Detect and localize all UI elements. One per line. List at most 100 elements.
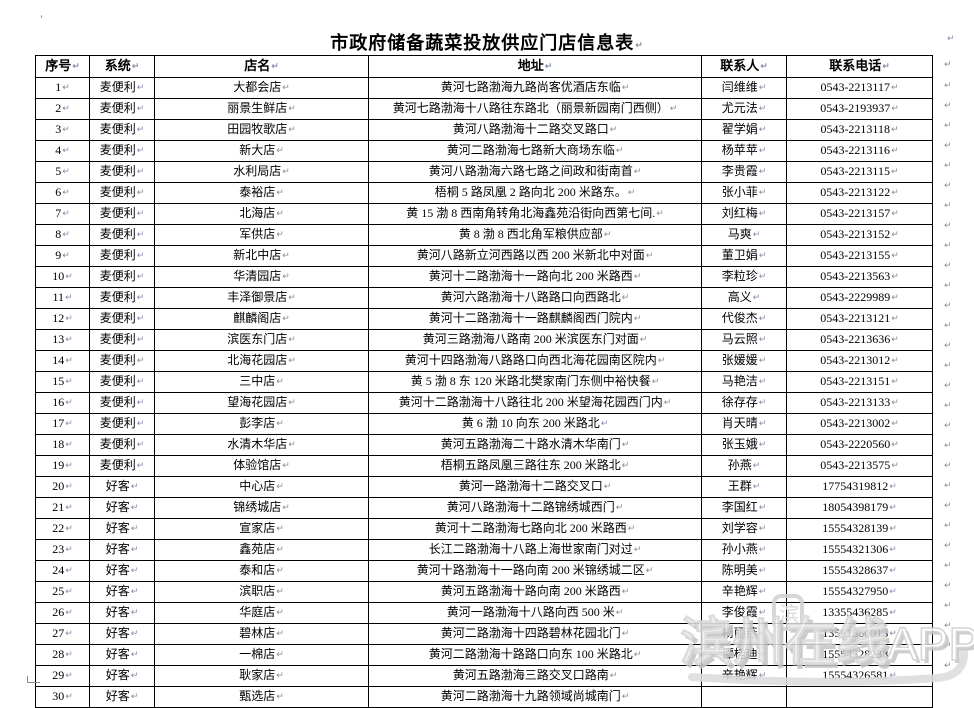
pilcrow-icon: ↵ xyxy=(615,146,624,156)
cell-text: 麦便利 xyxy=(99,374,136,388)
cell-name: 中心店↵ xyxy=(154,476,369,498)
cell-name: 北海花园店↵ xyxy=(154,350,369,372)
cell-no: 20↵ xyxy=(35,476,90,498)
table-row: 11↵ 麦便利↵ 丰泽御景店↵ 黄河六路渤海十八路路口向西路北↵ 高义↵ 0543-222… xyxy=(35,287,933,309)
pilcrow-icon: ↵ xyxy=(276,188,284,198)
cell-address: 黄 6 渤 10 向东 200 米路北↵ xyxy=(368,413,702,435)
cell-text: 0543-2213117 xyxy=(820,80,890,94)
pilcrow-icon: ↵ xyxy=(621,440,630,450)
cell-text: 黄河八路渤海十二路交叉路口 xyxy=(452,122,609,136)
pilcrow-icon: ↵ xyxy=(889,587,897,597)
pilcrow-icon: ↵ xyxy=(944,361,952,371)
cell-contact: 李国红↵ xyxy=(701,497,787,519)
cell-no: 11↵ xyxy=(35,287,90,309)
cell-text: 好客 xyxy=(105,626,130,640)
cell-phone: 0543-2220560↵ xyxy=(786,434,933,456)
cell-contact: 陈明美↵ xyxy=(701,560,787,582)
cell-no: 16↵ xyxy=(35,392,90,414)
pilcrow-icon: ↵ xyxy=(633,314,642,324)
pilcrow-icon: ↵ xyxy=(600,419,609,429)
pilcrow-icon: ↵ xyxy=(130,587,139,597)
cell-text: 4 xyxy=(55,143,62,157)
cell-address: 黄河七路渤海九路尚客优酒店东临↵ xyxy=(368,77,702,99)
cell-text: 黄 8 渤 8 西北角军粮供应部 xyxy=(458,227,603,241)
cell-text: 北海花园店 xyxy=(227,353,288,367)
pilcrow-icon: ↵ xyxy=(758,272,767,282)
cell-name: 一棉店↵ xyxy=(154,644,369,666)
pilcrow-icon: ↵ xyxy=(65,692,73,702)
column-header: 店名↵ xyxy=(154,55,369,78)
pilcrow-icon: ↵ xyxy=(130,692,139,702)
cell-contact: 张媛媛↵ xyxy=(701,350,787,372)
pilcrow-icon: ↵ xyxy=(944,601,952,611)
pilcrow-icon: ↵ xyxy=(889,608,897,618)
cell-text: 孙燕 xyxy=(727,458,752,472)
cell-text: 0543-2220560 xyxy=(820,437,891,451)
cell-text: 麦便利 xyxy=(99,227,136,241)
pilcrow-icon: ↵ xyxy=(651,377,660,387)
pilcrow-icon: ↵ xyxy=(276,146,284,156)
cell-text: 17 xyxy=(52,416,65,430)
pilcrow-icon: ↵ xyxy=(889,566,897,576)
cell-text: 0543-2213636 xyxy=(820,332,891,346)
pilcrow-icon: ↵ xyxy=(62,188,70,198)
cell-text: 麦便利 xyxy=(99,395,136,409)
pilcrow-icon: ↵ xyxy=(609,125,618,135)
pilcrow-icon: ↵ xyxy=(758,167,767,177)
table-row: 26↵ 好客↵ 华庭店↵ 黄河一路渤海十八路向西 500 米↵ 李俊霞↵ 13355436… xyxy=(35,602,933,624)
cell-address: 黄河八路渤海十二路锦绣城西门↵ xyxy=(368,497,702,519)
cell-no: 1↵ xyxy=(35,77,90,99)
cell-system: 麦便利↵ xyxy=(89,182,155,204)
pilcrow-icon: ↵ xyxy=(276,545,284,555)
cell-system: 麦便利↵ xyxy=(89,455,155,477)
pilcrow-icon: ↵ xyxy=(627,524,636,534)
cell-no: 8↵ xyxy=(35,224,90,246)
pilcrow-icon: ↵ xyxy=(882,62,890,72)
pilcrow-icon: ↵ xyxy=(889,482,897,492)
cell-text: 0543-2213122 xyxy=(820,185,891,199)
cell-text: 滨医东门店 xyxy=(227,332,288,346)
pilcrow-icon: ↵ xyxy=(891,251,899,261)
cell-name: 华庭店↵ xyxy=(154,602,369,624)
cell-text: 尤元法 xyxy=(721,101,758,115)
cell-address: 黄河十二路渤海七路向北 200 米路西↵ xyxy=(368,518,702,540)
header-row: 序号↵ 系统↵ 店名↵ 地址↵ 联系人↵ 联系电话↵ xyxy=(35,55,933,78)
cell-contact: 王群↵ xyxy=(701,476,787,498)
cell-no: 12↵ xyxy=(35,308,90,330)
cell-text: 麦便利 xyxy=(99,290,136,304)
pilcrow-icon: ↵ xyxy=(752,482,761,492)
cell-text: 鑫苑店 xyxy=(239,542,276,556)
cell-system: 好客↵ xyxy=(89,476,155,498)
cell-phone: 15554328139↵ xyxy=(786,518,933,540)
cell-address: 黄河二路渤海十九路领域尚城南门↵ xyxy=(368,686,702,708)
pilcrow-icon: ↵ xyxy=(758,146,767,156)
pilcrow-icon: ↵ xyxy=(288,125,296,135)
cell-contact: 谭桂迪↵ xyxy=(701,644,787,666)
pilcrow-icon: ↵ xyxy=(615,503,624,513)
cell-name: 体验馆店↵ xyxy=(154,455,369,477)
cell-text: 15554328238 xyxy=(822,647,889,661)
pilcrow-icon: ↵ xyxy=(944,321,952,331)
cell-contact: 李贵霞↵ xyxy=(701,161,787,183)
pilcrow-icon: ↵ xyxy=(889,545,897,555)
pilcrow-icon: ↵ xyxy=(136,209,145,219)
cell-text: 0543-2213002 xyxy=(820,416,891,430)
cell-no: 26↵ xyxy=(35,602,90,624)
cell-address: 黄河二路渤海七路新大商场东临↵ xyxy=(368,140,702,162)
pilcrow-icon: ↵ xyxy=(65,440,73,450)
pilcrow-icon: ↵ xyxy=(944,581,952,591)
pilcrow-icon: ↵ xyxy=(758,104,767,114)
cell-address: 黄 15 渤 8 西南角转角北海鑫苑沿街向西第七间.↵ xyxy=(368,203,702,225)
cell-contact: 肖天晴↵ xyxy=(701,413,787,435)
cell-text: 29 xyxy=(52,668,65,682)
pilcrow-icon: ↵ xyxy=(276,608,284,618)
cell-name: 滨职店↵ xyxy=(154,581,369,603)
header-label: 联系人 xyxy=(720,58,760,73)
table-row: 9↵ 麦便利↵ 新北中店↵ 黄河八路新立河西路以西 200 米新北中对面↵ 董卫娟↵ 05… xyxy=(35,245,933,267)
cell-phone: 0543-2213002↵ xyxy=(786,413,933,435)
pilcrow-icon: ↵ xyxy=(758,503,767,513)
cell-text: 麦便利 xyxy=(99,164,136,178)
cell-no: 13↵ xyxy=(35,329,90,351)
table-row: 10↵ 麦便利↵ 华清园店↵ 黄河十二路渤海十一路向北 200 米路西↵ 李粒珍↵ 054… xyxy=(35,266,933,288)
cell-no: 29↵ xyxy=(35,665,90,687)
